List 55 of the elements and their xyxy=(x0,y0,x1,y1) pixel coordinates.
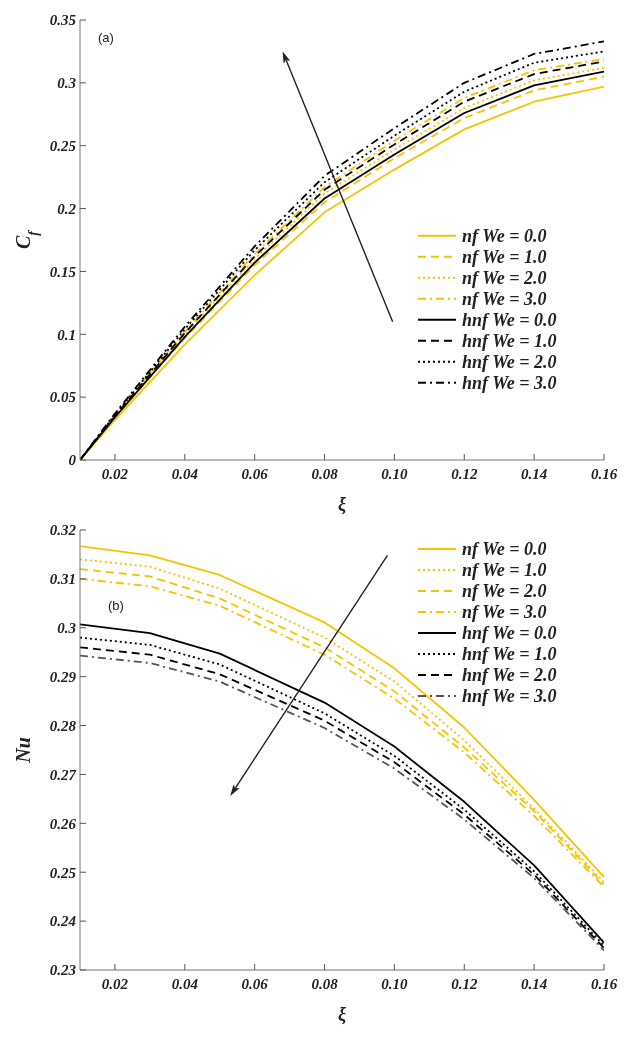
x-tick-label: 0.08 xyxy=(311,465,339,482)
y-tick-label: 0 xyxy=(68,452,77,469)
x-tick-label: 0.14 xyxy=(521,975,548,992)
x-tick-label: 0.12 xyxy=(451,465,478,482)
x-tick-label: 0.06 xyxy=(241,465,269,482)
y-tick-label: 0.2 xyxy=(57,200,77,217)
x-tick-label: 0.04 xyxy=(171,465,199,482)
y-tick-label: 0.28 xyxy=(49,717,77,734)
legend-label: hnf We = 3.0 xyxy=(462,686,557,706)
y-tick-label: 0.3 xyxy=(57,75,77,92)
x-axis-title: ξ xyxy=(337,494,347,515)
y-axis-title: Nu xyxy=(12,737,34,764)
legend-label: hnf We = 1.0 xyxy=(462,330,557,351)
y-tick-label: 0.1 xyxy=(57,326,76,343)
x-tick-label: 0.10 xyxy=(381,465,409,482)
legend-label: hnf We = 2.0 xyxy=(462,665,557,685)
x-tick-label: 0.06 xyxy=(241,975,269,992)
y-tick-label: 0.05 xyxy=(49,389,77,406)
y-tick-label: 0.29 xyxy=(49,668,77,685)
legend-label: nf We = 2.0 xyxy=(462,581,547,601)
legend-label: hnf We = 0.0 xyxy=(462,623,557,643)
legend-label: nf We = 2.0 xyxy=(462,267,547,288)
y-tick-label: 0.15 xyxy=(49,263,77,280)
legend-label: hnf We = 3.0 xyxy=(462,372,557,393)
y-tick-label: 0.32 xyxy=(49,522,77,539)
x-tick-label: 0.02 xyxy=(101,975,129,992)
legend-label: nf We = 0.0 xyxy=(462,225,547,246)
y-tick-label: 0.25 xyxy=(49,138,77,155)
y-tick-label: 0.25 xyxy=(49,864,77,881)
x-tick-label: 0.04 xyxy=(171,975,199,992)
legend-label: nf We = 3.0 xyxy=(462,288,547,309)
y-tick-label: 0.35 xyxy=(49,12,77,29)
x-tick-label: 0.12 xyxy=(451,975,478,992)
x-tick-label: 0.08 xyxy=(311,975,339,992)
x-tick-label: 0.14 xyxy=(521,465,548,482)
y-tick-label: 0.23 xyxy=(49,962,77,979)
y-tick-label: 0.27 xyxy=(49,766,77,783)
annotation: (a) xyxy=(98,30,114,45)
y-tick-label: 0.31 xyxy=(49,571,76,588)
y-tick-label: 0.26 xyxy=(49,815,77,832)
legend-label: hnf We = 0.0 xyxy=(462,309,557,330)
x-tick-label: 0.10 xyxy=(381,975,409,992)
legend-label: nf We = 1.0 xyxy=(462,560,547,580)
annotation: (b) xyxy=(108,598,124,613)
legend-label: nf We = 0.0 xyxy=(462,539,547,559)
x-tick-label: 0.16 xyxy=(590,975,618,992)
legend-label: hnf We = 1.0 xyxy=(462,644,557,664)
legend-label: hnf We = 2.0 xyxy=(462,351,557,372)
legend-label: nf We = 1.0 xyxy=(462,246,547,267)
x-tick-label: 0.02 xyxy=(101,465,129,482)
legend-label: nf We = 3.0 xyxy=(462,602,547,622)
x-axis-title: ξ xyxy=(337,1004,347,1025)
y-tick-label: 0.3 xyxy=(57,620,77,637)
y-tick-label: 0.24 xyxy=(49,913,77,930)
x-tick-label: 0.16 xyxy=(590,465,618,482)
